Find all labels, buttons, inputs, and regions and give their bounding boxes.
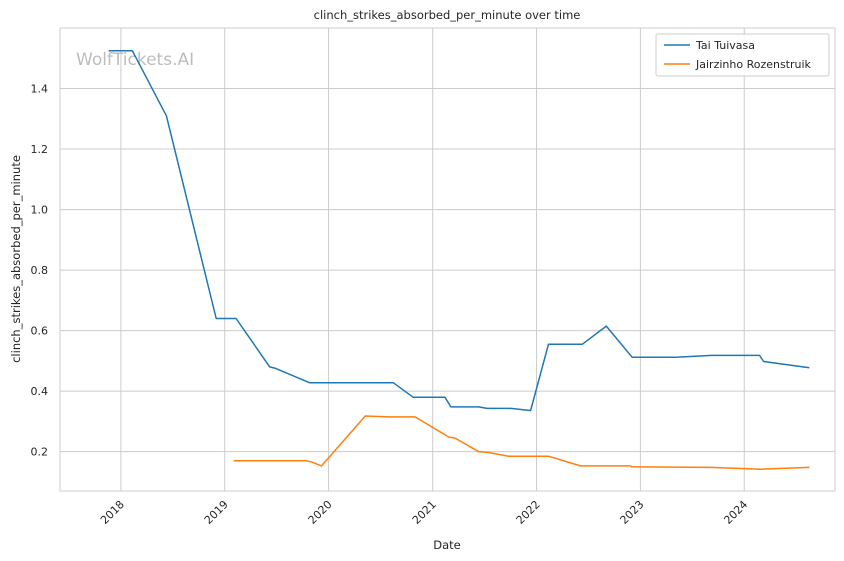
y-tick-label: 1.2 <box>31 143 49 156</box>
x-tick-label: 2018 <box>98 498 127 527</box>
plot-frame <box>59 27 836 492</box>
x-tick-label: 2024 <box>721 498 750 527</box>
legend-box <box>655 33 830 77</box>
y-tick-label: 1.0 <box>31 204 49 217</box>
plot-area <box>60 28 835 491</box>
x-tick-label: 2020 <box>306 498 335 527</box>
y-tick-label: 1.4 <box>31 83 49 96</box>
y-axis-title: clinch_strikes_absorbed_per_minute <box>9 155 23 363</box>
x-tick-label: 2019 <box>202 498 231 527</box>
series-line-jairzinho-rozenstruik <box>233 415 810 470</box>
y-tick-label: 0.6 <box>31 325 49 338</box>
y-tick-label: 0.8 <box>31 264 49 277</box>
x-tick-label: 2023 <box>618 498 647 527</box>
series-group <box>108 49 810 470</box>
chart-title: clinch_strikes_absorbed_per_minute over … <box>314 8 581 22</box>
legend-label-jairzinho-rozenstruik: Jairzinho Rozenstruik <box>695 58 812 71</box>
y-tick-labels: 0.2 0.4 0.6 0.8 1.0 1.2 1.4 <box>31 83 49 459</box>
legend-label-tai-tuivasa: Tai Tuivasa <box>695 39 755 52</box>
x-tick-label: 2022 <box>514 498 543 527</box>
watermark-text: WolfTickets.AI <box>76 50 194 70</box>
x-tick-label: 2021 <box>410 498 439 527</box>
legend: Tai Tuivasa Jairzinho Rozenstruik <box>655 33 830 77</box>
y-tick-label: 0.4 <box>31 385 49 398</box>
series-line-tai-tuivasa <box>108 49 810 412</box>
x-axis-title: Date <box>433 538 461 552</box>
x-tick-labels: 2018 2019 2020 2021 2022 2023 2024 <box>98 498 750 527</box>
y-tick-label: 0.2 <box>31 446 49 459</box>
